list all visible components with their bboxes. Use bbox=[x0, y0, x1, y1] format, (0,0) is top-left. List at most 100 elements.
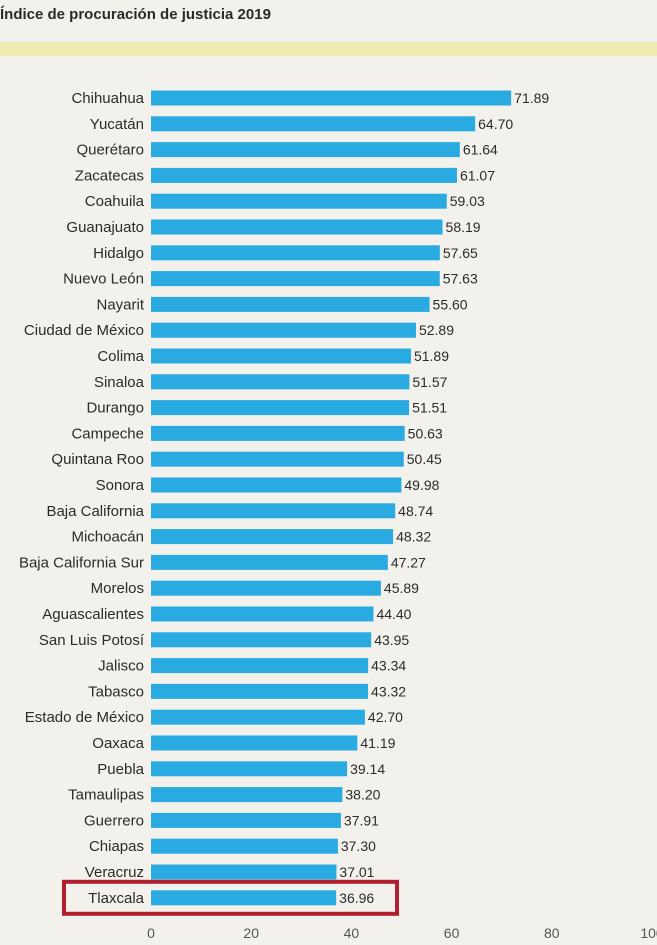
bar-yucatan bbox=[151, 116, 476, 132]
value-label-tamaulipas: 38.20 bbox=[345, 787, 380, 803]
category-label-hidalgo: Hidalgo bbox=[93, 245, 144, 262]
category-label-baja-california-sur: Baja California Sur bbox=[19, 554, 144, 571]
bar-veracruz bbox=[151, 864, 337, 880]
x-tick-label-80: 80 bbox=[544, 925, 560, 941]
bar-puebla bbox=[151, 761, 348, 777]
bar-estado-de-mexico bbox=[151, 709, 365, 725]
category-label-tabasco: Tabasco bbox=[88, 683, 144, 700]
category-label-nuevo-leon: Nuevo León bbox=[63, 271, 144, 288]
category-label-jalisco: Jalisco bbox=[98, 658, 144, 675]
category-label-aguascalientes: Aguascalientes bbox=[42, 606, 144, 623]
x-tick-label-0: 0 bbox=[147, 925, 155, 941]
bar-guanajuato bbox=[151, 219, 443, 235]
bar-nuevo-leon bbox=[151, 271, 440, 287]
value-label-estado-de-mexico: 42.70 bbox=[368, 709, 403, 725]
bar-aguascalientes bbox=[151, 606, 374, 622]
value-label-chihuahua: 71.89 bbox=[514, 90, 549, 106]
category-label-veracruz: Veracruz bbox=[85, 864, 144, 881]
bar-coahuila bbox=[151, 193, 447, 209]
category-label-queretaro: Querétaro bbox=[76, 142, 144, 159]
bar-guerrero bbox=[151, 812, 341, 828]
value-label-tlaxcala: 36.96 bbox=[339, 890, 374, 906]
x-axis: 0 20 40 60 80 100 bbox=[147, 925, 657, 941]
value-label-guerrero: 37.91 bbox=[344, 812, 379, 828]
bar-zacatecas bbox=[151, 167, 457, 183]
bar-ciudad-de-mexico bbox=[151, 322, 416, 338]
category-label-puebla: Puebla bbox=[97, 761, 144, 778]
category-label-michoacan: Michoacán bbox=[71, 529, 144, 546]
value-label-michoacan: 48.32 bbox=[396, 529, 431, 545]
bar-san-luis-potosi bbox=[151, 632, 372, 648]
bar-jalisco bbox=[151, 658, 369, 674]
x-tick-label-40: 40 bbox=[344, 925, 360, 941]
bar-sinaloa bbox=[151, 374, 410, 390]
bar-sonora bbox=[151, 477, 402, 493]
bar-baja-california bbox=[151, 503, 396, 519]
category-labels: Chihuahua Yucatán Querétaro Zacatecas Coahui… bbox=[19, 90, 145, 907]
value-label-aguascalientes: 44.40 bbox=[376, 606, 411, 622]
bar-oaxaca bbox=[151, 735, 358, 751]
category-label-chihuahua: Chihuahua bbox=[71, 90, 144, 107]
category-label-tamaulipas: Tamaulipas bbox=[68, 787, 144, 804]
category-label-colima: Colima bbox=[97, 348, 144, 365]
value-label-colima: 51.89 bbox=[414, 348, 449, 364]
value-label-nayarit: 55.60 bbox=[433, 296, 468, 312]
category-label-sonora: Sonora bbox=[96, 477, 145, 494]
value-label-morelos: 45.89 bbox=[384, 580, 419, 596]
value-label-jalisco: 43.34 bbox=[371, 658, 406, 674]
bars-group bbox=[151, 90, 512, 906]
value-label-zacatecas: 61.07 bbox=[460, 167, 495, 183]
value-label-guanajuato: 58.19 bbox=[446, 219, 481, 235]
value-label-tabasco: 43.32 bbox=[371, 683, 406, 699]
category-label-baja-california: Baja California bbox=[46, 503, 144, 520]
category-label-yucatan: Yucatán bbox=[90, 116, 144, 133]
highlight-frame bbox=[62, 879, 399, 916]
category-label-durango: Durango bbox=[86, 400, 144, 417]
value-label-san-luis-potosi: 43.95 bbox=[374, 632, 409, 648]
category-label-guanajuato: Guanajuato bbox=[66, 219, 144, 236]
value-label-queretaro: 61.64 bbox=[463, 142, 498, 158]
category-label-nayarit: Nayarit bbox=[96, 296, 144, 313]
bar-tabasco bbox=[151, 683, 369, 699]
category-label-san-luis-potosi: San Luis Potosí bbox=[39, 632, 145, 649]
value-label-nuevo-leon: 57.63 bbox=[443, 271, 478, 287]
bar-nayarit bbox=[151, 296, 430, 312]
value-label-veracruz: 37.01 bbox=[339, 864, 374, 880]
value-label-sinaloa: 51.57 bbox=[412, 374, 447, 390]
category-label-coahuila: Coahuila bbox=[85, 193, 145, 210]
category-label-guerrero: Guerrero bbox=[84, 812, 144, 829]
value-label-campeche: 50.63 bbox=[408, 425, 443, 441]
category-label-oaxaca: Oaxaca bbox=[92, 735, 144, 752]
value-label-hidalgo: 57.65 bbox=[443, 245, 478, 261]
value-label-puebla: 39.14 bbox=[350, 761, 385, 777]
bar-tlaxcala bbox=[151, 890, 337, 906]
category-label-morelos: Morelos bbox=[91, 580, 144, 597]
value-label-ciudad-de-mexico: 52.89 bbox=[419, 322, 454, 338]
value-label-chiapas: 37.30 bbox=[341, 838, 376, 854]
bar-michoacan bbox=[151, 529, 394, 545]
value-label-yucatan: 64.70 bbox=[478, 116, 513, 132]
bar-hidalgo bbox=[151, 245, 440, 261]
bar-queretaro bbox=[151, 142, 460, 158]
category-label-sinaloa: Sinaloa bbox=[94, 374, 145, 391]
value-label-sonora: 49.98 bbox=[404, 477, 439, 493]
title-band bbox=[0, 42, 657, 56]
category-label-zacatecas: Zacatecas bbox=[75, 167, 144, 184]
chart-title: Índice de procuración de justicia 2019 bbox=[0, 6, 271, 23]
category-label-chiapas: Chiapas bbox=[89, 838, 144, 855]
bar-morelos bbox=[151, 580, 381, 596]
category-label-ciudad-de-mexico: Ciudad de México bbox=[24, 322, 144, 339]
value-label-oaxaca: 41.19 bbox=[360, 735, 395, 751]
bar-baja-california-sur bbox=[151, 554, 388, 570]
x-tick-label-60: 60 bbox=[444, 925, 460, 941]
category-label-campeche: Campeche bbox=[71, 425, 144, 442]
category-label-estado-de-mexico: Estado de México bbox=[25, 709, 144, 726]
value-label-coahuila: 59.03 bbox=[450, 193, 485, 209]
bar-durango bbox=[151, 400, 410, 416]
bar-campeche bbox=[151, 425, 405, 441]
value-label-durango: 51.51 bbox=[412, 400, 447, 416]
x-tick-label-100: 100 bbox=[640, 925, 657, 941]
bar-tamaulipas bbox=[151, 787, 343, 803]
